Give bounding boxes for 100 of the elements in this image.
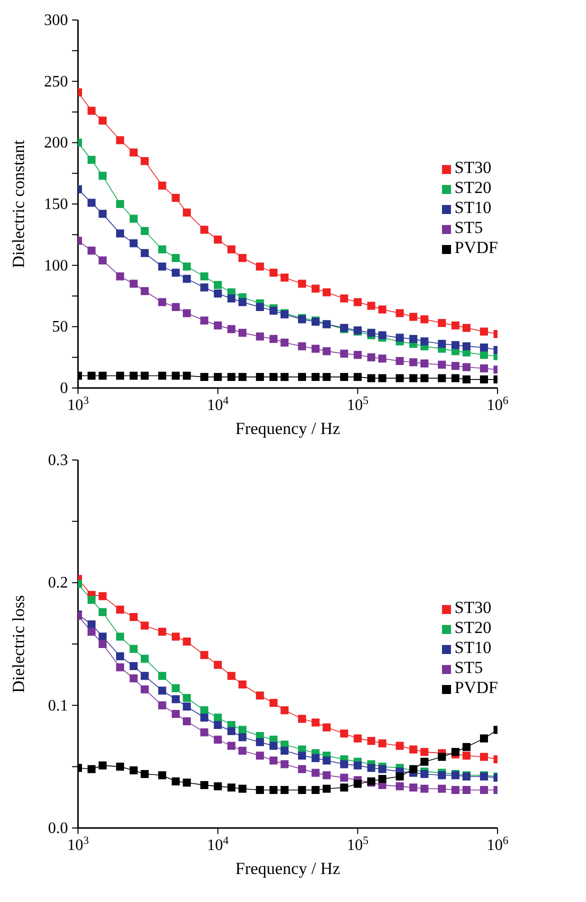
point bbox=[451, 786, 460, 794]
point bbox=[130, 644, 138, 653]
point bbox=[116, 762, 124, 771]
point bbox=[409, 784, 418, 792]
point bbox=[396, 772, 404, 780]
point bbox=[367, 764, 376, 772]
point bbox=[480, 328, 488, 336]
point bbox=[340, 760, 348, 768]
point bbox=[312, 284, 320, 293]
point bbox=[227, 245, 236, 254]
point bbox=[227, 784, 236, 792]
point bbox=[256, 262, 264, 271]
point bbox=[451, 374, 460, 382]
point bbox=[340, 372, 348, 381]
point bbox=[438, 340, 446, 348]
point bbox=[214, 236, 222, 244]
point bbox=[227, 672, 236, 680]
point bbox=[227, 294, 236, 302]
point bbox=[200, 781, 208, 790]
point bbox=[396, 357, 404, 366]
x-tick-label: 10$^{3}$ bbox=[67, 835, 90, 854]
point bbox=[116, 229, 124, 238]
point bbox=[172, 777, 180, 786]
y-tick-label: 0.3 bbox=[48, 452, 68, 469]
legend-label: ST20 bbox=[454, 618, 492, 637]
point bbox=[269, 786, 278, 794]
point bbox=[172, 268, 180, 277]
point bbox=[396, 782, 404, 790]
point bbox=[480, 786, 488, 794]
point bbox=[256, 738, 264, 746]
point bbox=[88, 246, 96, 255]
point bbox=[409, 745, 418, 754]
point bbox=[158, 372, 166, 380]
point bbox=[88, 106, 96, 115]
x-axis-title: Frequency / Hz bbox=[235, 419, 341, 438]
y-tick-label: 50 bbox=[52, 318, 68, 336]
point bbox=[480, 752, 488, 761]
point bbox=[116, 272, 124, 280]
point bbox=[256, 372, 264, 381]
point bbox=[312, 372, 320, 381]
y-axis-title: Dielectric constant bbox=[9, 140, 28, 268]
point bbox=[130, 662, 138, 670]
legend-label: PVDF bbox=[454, 678, 498, 697]
point bbox=[312, 786, 320, 794]
point bbox=[298, 765, 306, 774]
point bbox=[354, 761, 362, 770]
point bbox=[130, 280, 138, 288]
point bbox=[200, 651, 208, 660]
point bbox=[396, 742, 404, 750]
point bbox=[367, 328, 376, 337]
point bbox=[298, 280, 306, 288]
point bbox=[172, 194, 180, 202]
point bbox=[158, 262, 166, 271]
point bbox=[200, 226, 208, 234]
point bbox=[172, 372, 180, 380]
point bbox=[116, 606, 124, 614]
point bbox=[88, 596, 96, 604]
point bbox=[298, 714, 306, 723]
point bbox=[158, 672, 166, 680]
point bbox=[214, 290, 222, 298]
point bbox=[88, 628, 96, 636]
point bbox=[256, 692, 264, 700]
point bbox=[354, 734, 362, 742]
point bbox=[451, 321, 460, 330]
point bbox=[340, 730, 348, 738]
point bbox=[214, 321, 222, 330]
point bbox=[227, 742, 236, 750]
point bbox=[354, 298, 362, 306]
legend-label: ST5 bbox=[454, 658, 483, 677]
point bbox=[396, 309, 404, 318]
point bbox=[200, 272, 208, 280]
point bbox=[269, 306, 278, 315]
point bbox=[158, 771, 166, 780]
point bbox=[269, 698, 278, 707]
point bbox=[130, 766, 138, 774]
legend-label: ST10 bbox=[454, 198, 492, 217]
point bbox=[158, 298, 166, 306]
point bbox=[200, 714, 208, 722]
point bbox=[158, 686, 166, 695]
point bbox=[269, 334, 278, 343]
x-tick-label: 10$^{6}$ bbox=[486, 395, 509, 414]
point bbox=[214, 782, 222, 790]
point bbox=[256, 786, 264, 794]
point bbox=[312, 718, 320, 727]
point bbox=[438, 784, 446, 793]
point bbox=[480, 375, 488, 384]
y-tick-label: 100 bbox=[44, 257, 68, 274]
legend-label: PVDF bbox=[454, 238, 498, 257]
point bbox=[340, 350, 348, 358]
x-tick-label: 10$^{4}$ bbox=[207, 835, 230, 854]
point bbox=[130, 372, 138, 380]
point bbox=[409, 374, 418, 382]
point bbox=[158, 628, 166, 636]
point bbox=[298, 342, 306, 350]
point bbox=[88, 156, 96, 164]
point bbox=[116, 632, 124, 641]
point bbox=[438, 771, 446, 780]
point bbox=[298, 752, 306, 760]
point bbox=[409, 358, 418, 366]
point bbox=[200, 728, 208, 736]
